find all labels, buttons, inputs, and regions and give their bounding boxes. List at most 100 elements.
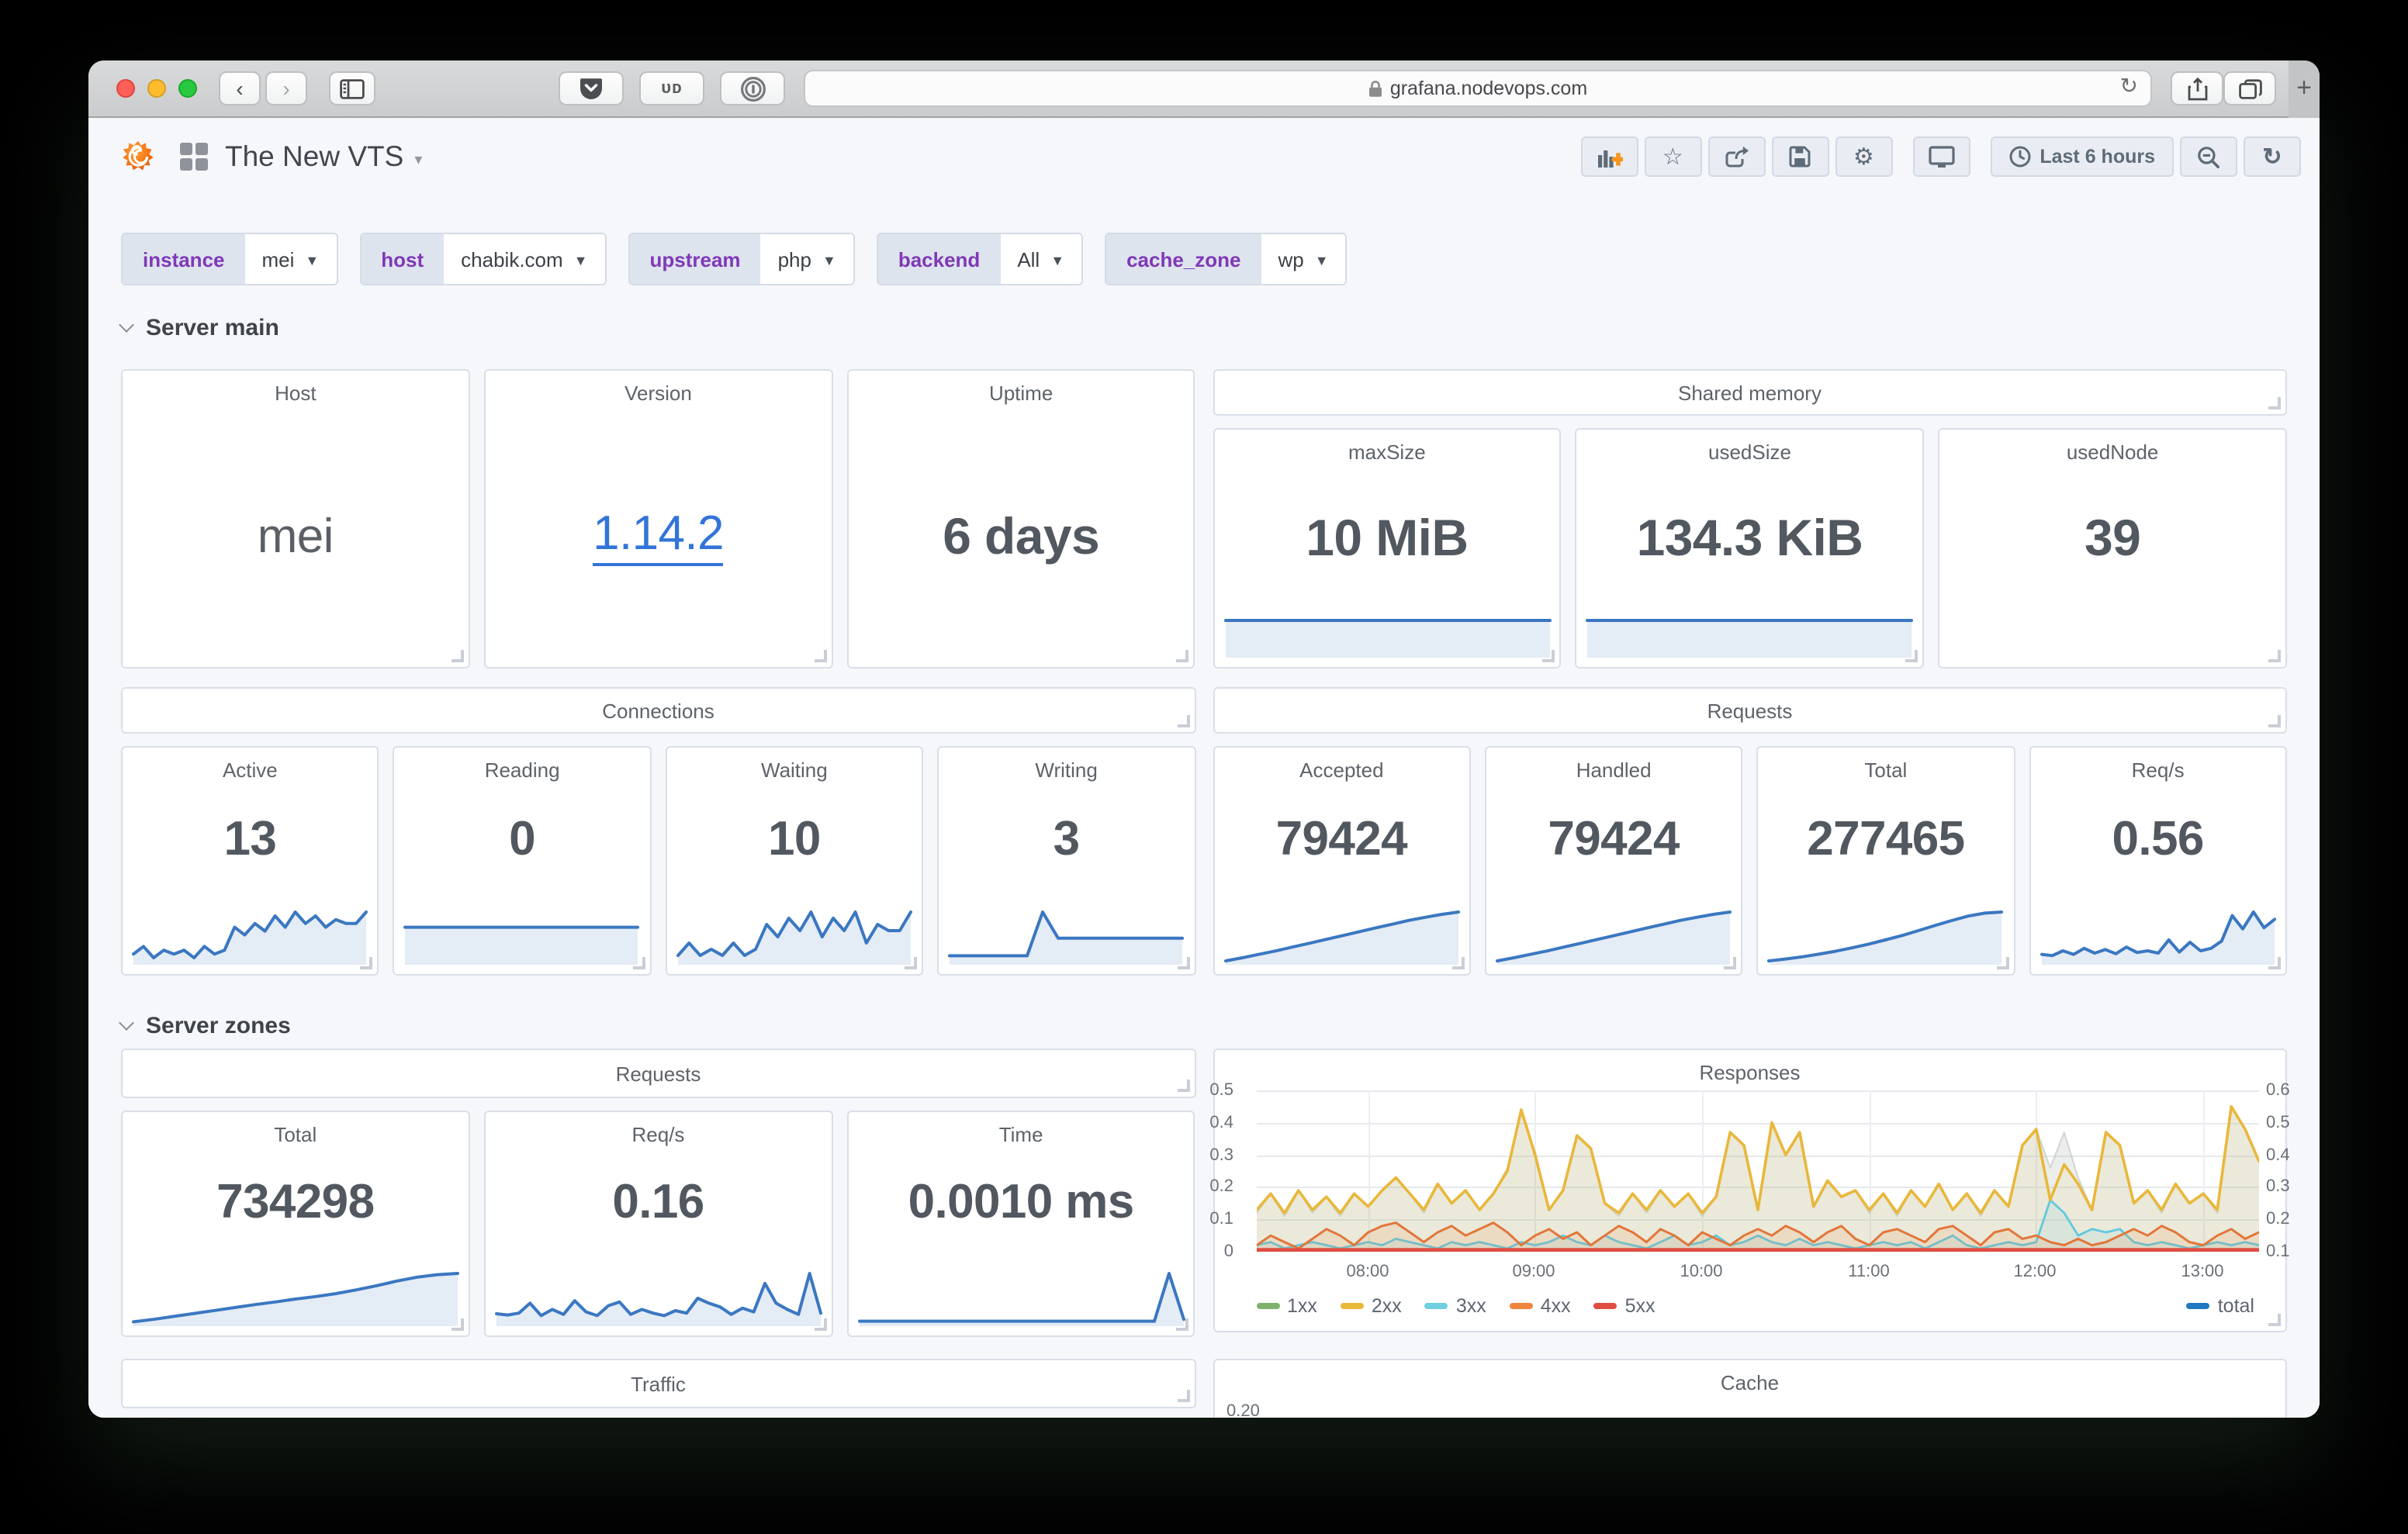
time-range-label: Last 6 hours [2040, 146, 2155, 168]
panel-title[interactable]: Req/s [2131, 758, 2185, 782]
panel-zone-time: Time 0.0010 ms [846, 1111, 1195, 1337]
legend-item-4xx[interactable]: 4xx [1509, 1295, 1571, 1317]
filter-upstream: upstream php ▼ [628, 233, 855, 285]
panel-shared-memory-header: Shared memory [1213, 369, 2287, 416]
sparkline [1495, 897, 1732, 965]
star-button[interactable]: ☆ [1644, 136, 1702, 177]
settings-button[interactable]: ⚙ [1835, 136, 1893, 177]
sparkline [948, 897, 1185, 965]
row-zones-top: Requests Total 734298 Req/s 0.16 [121, 1049, 2290, 1337]
sparkline [132, 897, 368, 965]
onepassword-extension-button[interactable] [720, 71, 785, 105]
panel-title[interactable]: Responses [1699, 1061, 1801, 1084]
tv-mode-button[interactable] [1912, 136, 1970, 177]
filter-value-dropdown[interactable]: chabik.com ▼ [444, 234, 605, 284]
reload-icon[interactable]: ↻ [2119, 73, 2138, 98]
legend-item-3xx[interactable]: 3xx [1424, 1295, 1486, 1317]
panel-title[interactable]: usedNode [2066, 441, 2159, 464]
star-icon: ☆ [1662, 143, 1683, 170]
section-server-main[interactable]: Server main [119, 310, 2287, 344]
section-server-zones[interactable]: Server zones [119, 1008, 2287, 1042]
filter-backend: backend All ▼ [876, 233, 1084, 285]
save-button[interactable] [1771, 136, 1829, 177]
dashboard-picker-icon[interactable] [180, 143, 208, 171]
panel-title[interactable]: Cache [1720, 1371, 1780, 1394]
new-tab-button[interactable]: + [2289, 60, 2320, 117]
grafana-logo[interactable] [121, 140, 155, 174]
panel-title[interactable]: usedSize [1708, 441, 1791, 464]
browser-share-button[interactable] [2171, 71, 2223, 105]
chevron-down-icon [119, 316, 134, 332]
panel-title[interactable]: Reading [484, 758, 560, 782]
tab-overview-button[interactable] [2223, 71, 2276, 105]
legend-item-total[interactable]: total [2186, 1295, 2254, 1317]
ublock-extension-button[interactable]: ᴜᴅ [639, 71, 704, 105]
row-connections-requests: Connections Active 13 Reading 0 [121, 687, 2287, 976]
panel-responses: Responses 0.5 0.4 0.3 0.2 0.1 0 0.6 0.5 0.4 0.3 0… [1209, 1049, 2290, 1332]
legend-swatch [1509, 1303, 1533, 1309]
filter-value-dropdown[interactable]: mei ▼ [244, 234, 337, 284]
minimize-window-button[interactable] [147, 79, 166, 98]
add-panel-button[interactable] [1580, 136, 1638, 177]
filter-value-dropdown[interactable]: All ▼ [1000, 234, 1082, 284]
chevron-down-icon [119, 1014, 134, 1030]
panel-zone-total: Total 734298 [121, 1111, 470, 1337]
panel-title[interactable]: Uptime [988, 382, 1054, 405]
panel-title[interactable]: Handled [1576, 758, 1652, 782]
share-dashboard-button[interactable] [1707, 136, 1766, 177]
legend-swatch [1340, 1303, 1364, 1309]
legend-item-2xx[interactable]: 2xx [1340, 1295, 1402, 1317]
panel-title[interactable]: Host [275, 382, 317, 405]
panel-title[interactable]: Accepted [1299, 758, 1384, 782]
sidebar-icon [340, 78, 365, 98]
legend-item-1xx[interactable]: 1xx [1256, 1295, 1317, 1317]
panel-title[interactable]: Requests [615, 1062, 701, 1085]
template-variables: instance mei ▼ host chabik.com ▼ upstream … [121, 233, 2287, 285]
fullscreen-window-button[interactable] [178, 79, 197, 98]
close-window-button[interactable] [116, 79, 135, 98]
panel-title[interactable]: Total [274, 1123, 317, 1146]
row-zones-bottom: Traffic Cache 0.20 [121, 1359, 2287, 1418]
panel-title[interactable]: Req/s [631, 1123, 685, 1146]
grafana-navbar: The New VTS ▾ ☆ ⚙ [88, 118, 2320, 195]
panel-writing: Writing 3 [937, 746, 1195, 976]
stat-value: 79424 [1275, 811, 1408, 865]
chevron-down-icon[interactable]: ▾ [414, 151, 423, 168]
address-bar[interactable]: grafana.nodevops.com ↻ [804, 70, 2152, 107]
panel-host: Host mei [121, 369, 470, 669]
responses-plot: 0.5 0.4 0.3 0.2 0.1 0 0.6 0.5 0.4 0.3 0.2 0.1 08:0… [1209, 1081, 2290, 1281]
panel-title[interactable]: Time [998, 1123, 1043, 1146]
legend-swatch [1424, 1303, 1448, 1309]
panel-title[interactable]: Total [1864, 758, 1908, 782]
panel-title[interactable]: Traffic [631, 1372, 686, 1395]
filter-instance: instance mei ▼ [121, 233, 338, 285]
time-range-picker[interactable]: Last 6 hours [1990, 136, 2174, 177]
sparkline [1586, 611, 1914, 658]
panel-uptime: Uptime 6 days [846, 369, 1195, 669]
caret-down-icon: ▼ [1050, 252, 1065, 268]
stat-value: 0 [509, 811, 536, 865]
panel-title[interactable]: Active [222, 758, 278, 782]
panel-title[interactable]: Requests [1707, 699, 1793, 722]
back-button[interactable]: ‹ [219, 71, 261, 105]
panel-title[interactable]: Shared memory [1678, 381, 1822, 404]
filter-value-dropdown[interactable]: wp ▼ [1261, 234, 1346, 284]
refresh-button[interactable]: ↻ [2244, 136, 2301, 177]
forward-button[interactable]: › [265, 71, 307, 105]
dashboard-title[interactable]: The New VTS [225, 140, 404, 172]
filter-value-dropdown[interactable]: php ▼ [760, 234, 853, 284]
panel-title[interactable]: Waiting [761, 758, 828, 782]
sidebar-button[interactable] [329, 71, 375, 105]
filter-label: cache_zone [1106, 234, 1261, 284]
url-text: grafana.nodevops.com [1389, 78, 1588, 99]
panel-title[interactable]: maxSize [1348, 441, 1426, 464]
pocket-extension-button[interactable] [559, 71, 624, 105]
panel-title[interactable]: Connections [602, 699, 714, 722]
panel-title[interactable]: Writing [1035, 758, 1098, 782]
filter-label: backend [877, 234, 1001, 284]
version-link[interactable]: 1.14.2 [593, 506, 724, 566]
panel-title[interactable]: Version [624, 382, 692, 405]
zoom-out-button[interactable] [2180, 136, 2237, 177]
legend-item-5xx[interactable]: 5xx [1593, 1295, 1656, 1317]
